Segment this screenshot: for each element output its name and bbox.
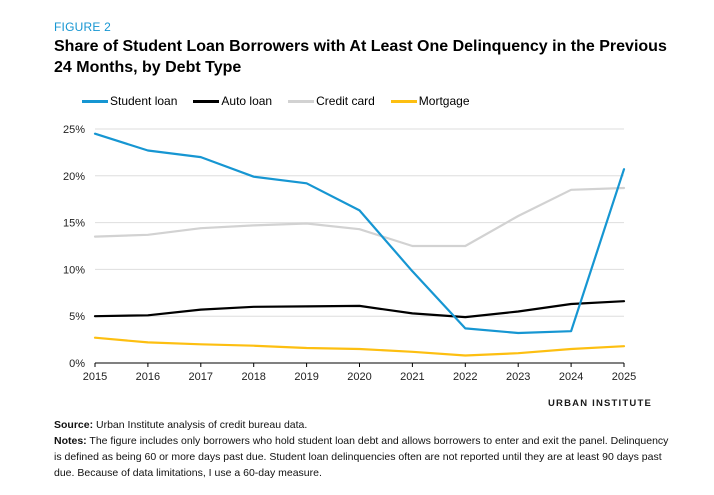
series-line-mortgage: [93, 336, 626, 357]
x-tick-label: 2015: [83, 371, 107, 383]
series-line-student-loan: [93, 132, 626, 335]
legend-item-mortgage: Mortgage: [390, 94, 470, 108]
y-axis-ticks: 0% 5% 10% 15% 20% 25%: [63, 124, 85, 370]
legend-label-mortgage: Mortgage: [418, 94, 470, 108]
source-label: Source:: [54, 419, 94, 431]
legend-swatch-mortgage: [390, 99, 417, 103]
brand-label: URBAN INSTITUTE: [547, 398, 652, 409]
y-tick-label: 25%: [63, 124, 85, 136]
x-tick-label: 2019: [294, 371, 318, 383]
y-tick-label: 10%: [63, 264, 85, 276]
legend-item-auto-loan: Auto loan: [193, 94, 272, 108]
series-line-credit-card: [93, 186, 626, 248]
notes-line: Notes: The figure includes only borrower…: [54, 433, 674, 481]
legend-swatch-credit-card: [288, 99, 315, 103]
line-chart: 0% 5% 10% 15% 20% 25% 2015 2016 2017 2018 2019 202…: [63, 124, 636, 383]
y-tick-label: 20%: [63, 171, 85, 183]
x-axis-ticks: 2015 2016 2017 2018 2019 2020 2021 2022 2023 2024…: [83, 363, 636, 383]
source-line: Source: Urban Institute analysis of cred…: [54, 417, 674, 433]
x-tick-label: 2020: [347, 371, 371, 383]
legend-item-credit-card: Credit card: [288, 94, 375, 108]
gridlines: [95, 128, 624, 364]
figure-label: FIGURE 2: [54, 20, 111, 34]
x-tick-label: 2023: [506, 371, 530, 383]
legend-label-auto-loan: Auto loan: [221, 94, 273, 108]
source-text: Urban Institute analysis of credit burea…: [93, 419, 308, 431]
series-line-auto-loan: [93, 300, 626, 319]
x-tick-label: 2021: [400, 371, 424, 383]
notes-label: Notes:: [54, 435, 87, 447]
notes-text: The figure includes only borrowers who h…: [54, 435, 669, 479]
y-tick-label: 5%: [69, 311, 85, 323]
x-tick-label: 2017: [189, 371, 213, 383]
x-tick-label: 2016: [136, 371, 160, 383]
x-tick-label: 2024: [559, 371, 583, 383]
y-tick-label: 0%: [69, 358, 85, 370]
x-tick-label: 2022: [453, 371, 477, 383]
y-tick-label: 15%: [63, 218, 85, 230]
legend-item-student-loan: Student loan: [82, 94, 177, 108]
x-tick-label: 2025: [612, 371, 636, 383]
legend-swatch-auto-loan: [193, 99, 220, 103]
legend-swatch-student-loan: [82, 99, 108, 103]
legend-label-student-loan: Student loan: [110, 94, 178, 108]
chart-title: Share of Student Loan Borrowers with At …: [54, 38, 667, 76]
legend-label-credit-card: Credit card: [316, 94, 375, 108]
series-lines: [93, 132, 626, 357]
x-tick-label: 2018: [241, 371, 265, 383]
notes-block: Source: Urban Institute analysis of cred…: [54, 417, 674, 481]
chart-legend: Student loan Auto loan Credit card Mortg…: [82, 94, 486, 108]
